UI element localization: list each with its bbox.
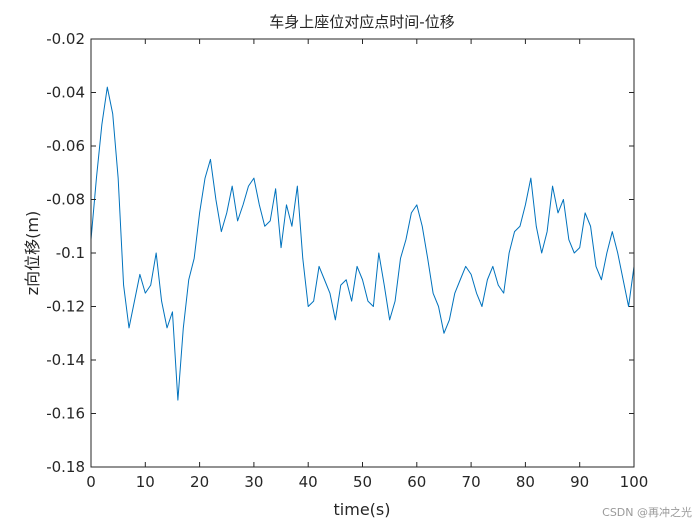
plot-area [91, 39, 634, 467]
x-axis-label: time(s) [334, 500, 391, 519]
x-tick-label: 40 [299, 473, 318, 491]
y-tick-label: -0.14 [46, 351, 85, 369]
y-tick-label: -0.1 [56, 244, 85, 262]
y-tick-label: -0.06 [46, 137, 85, 155]
x-tick-label: 90 [570, 473, 589, 491]
y-axis-ticks: -0.02 -0.04 -0.06 -0.08 -0.1 -0.12 -0.14 -0.16 -… [46, 30, 634, 476]
y-tick-label: -0.02 [46, 30, 85, 48]
y-tick-label: -0.04 [46, 84, 85, 102]
x-axis-ticks: 0 10 20 30 40 50 60 70 80 90 100 [86, 39, 648, 491]
x-tick-label: 0 [86, 473, 96, 491]
series-layer [90, 86, 635, 401]
chart-title: 车身上座位对应点时间-位移 [269, 13, 454, 31]
y-tick-label: -0.16 [46, 405, 85, 423]
y-tick-label: -0.08 [46, 191, 85, 209]
series-line [90, 86, 635, 401]
y-axis-label: z向位移(m) [23, 211, 42, 295]
y-tick-label: -0.18 [46, 458, 85, 476]
x-tick-label: 10 [136, 473, 155, 491]
watermark: CSDN @再冲之光 [602, 505, 692, 519]
x-tick-label: 70 [462, 473, 481, 491]
x-tick-label: 50 [353, 473, 372, 491]
x-tick-label: 30 [244, 473, 263, 491]
x-tick-label: 100 [620, 473, 649, 491]
x-tick-label: 20 [190, 473, 209, 491]
x-tick-label: 60 [407, 473, 426, 491]
y-tick-label: -0.12 [46, 298, 85, 316]
x-tick-label: 80 [516, 473, 535, 491]
